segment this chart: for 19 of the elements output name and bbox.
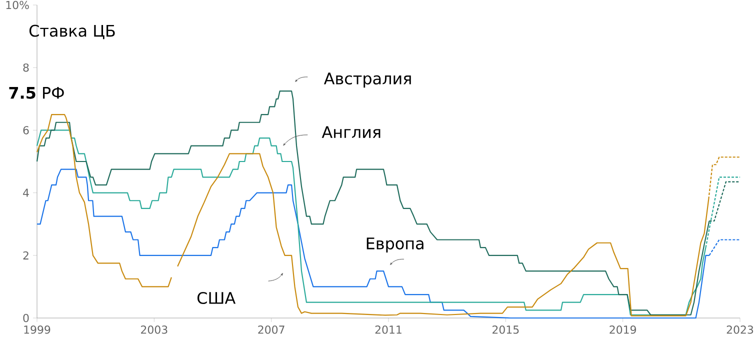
text: Ставка ЦБ (29, 24, 115, 40)
x-tick-label: 2011 (375, 326, 402, 334)
annotation: Европа (366, 238, 424, 253)
y-tick-label: 8 (23, 63, 29, 72)
annotation: Англия (322, 126, 380, 138)
x-tick-label: 2019 (610, 326, 636, 334)
x-tick-label: 2003 (141, 326, 168, 334)
x-tick-label: 2007 (258, 326, 284, 334)
x-tick-label: 2015 (492, 326, 519, 334)
y-tick-label: 0 (23, 314, 29, 322)
annotation: 7.5 РФ (9, 87, 64, 99)
y-tick-label: 10% (6, 0, 29, 10)
annotation: США (197, 292, 236, 304)
x-tick-label: 2023 (726, 326, 754, 334)
y-tick-label: 4 (23, 188, 29, 197)
y-tick-label: 2 (23, 251, 28, 260)
y-tick-label: 6 (23, 126, 29, 134)
annotation: Австралия (324, 72, 411, 88)
x-tick-label: 1999 (24, 326, 50, 334)
